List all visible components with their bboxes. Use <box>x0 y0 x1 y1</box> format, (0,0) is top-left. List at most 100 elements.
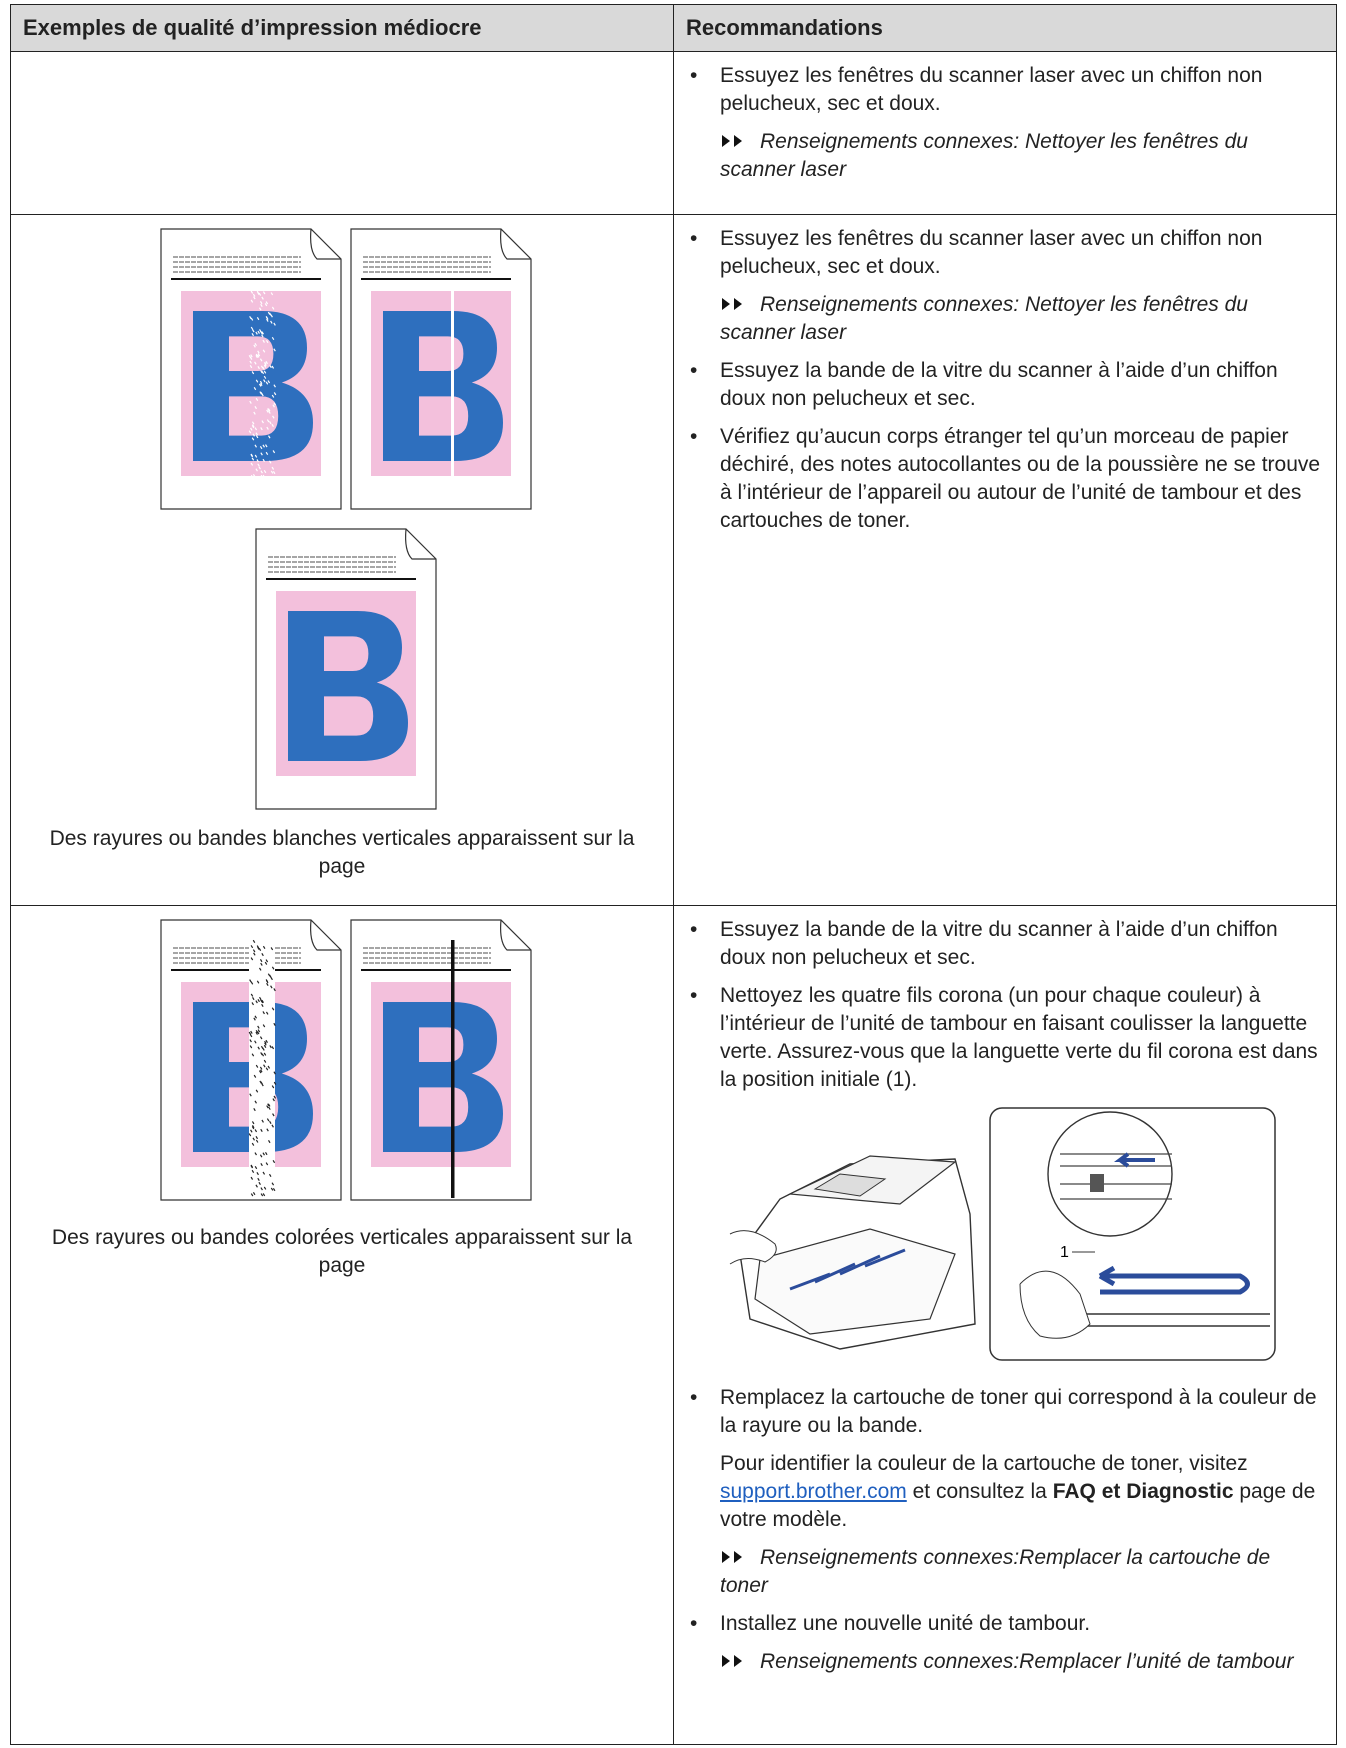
speck <box>252 997 255 1001</box>
hand <box>1019 1270 1091 1339</box>
speck <box>264 1040 267 1045</box>
speck <box>270 985 273 989</box>
speck <box>265 381 269 385</box>
speck <box>255 1089 259 1093</box>
speck <box>250 1030 253 1034</box>
speck <box>261 999 264 1003</box>
speck <box>261 953 264 957</box>
speck <box>251 1002 255 1006</box>
bullet-dot: • <box>690 425 698 448</box>
speck <box>272 1098 275 1102</box>
speck <box>266 1118 270 1122</box>
speck <box>267 1065 271 1069</box>
speck <box>256 980 260 984</box>
speck <box>272 470 276 475</box>
speck <box>259 1154 263 1158</box>
speck <box>263 469 267 474</box>
speck <box>271 1124 274 1128</box>
bullet-item: • Installez une nouvelle unité de tambour… <box>686 1610 1322 1638</box>
bullet-item: • Remplacez la cartouche de toner qui cor… <box>686 1384 1322 1440</box>
speck <box>254 1166 258 1170</box>
speck <box>251 457 255 461</box>
speck <box>261 371 265 375</box>
speck <box>273 1095 277 1099</box>
example-cell: Des rayures ou bandes colorées verticale… <box>10 905 674 1745</box>
speck <box>249 360 252 364</box>
speck <box>257 365 260 370</box>
speck <box>253 1074 257 1078</box>
speck <box>251 1125 255 1129</box>
speck <box>260 452 263 456</box>
speck <box>265 959 269 963</box>
speck <box>257 946 260 950</box>
speck <box>262 458 266 462</box>
related-label: Renseignements connexes <box>760 1650 1014 1673</box>
related-target[interactable]: :Remplacer la cartouche de toner <box>720 1546 1271 1597</box>
speck <box>273 1071 276 1075</box>
bullet-dot: • <box>690 1386 698 1409</box>
speck <box>263 370 267 374</box>
speck <box>250 1165 254 1169</box>
text-run: et consultez la <box>906 1480 1053 1503</box>
bullet-text: Essuyez la bande de la vitre du scanner … <box>720 359 1278 410</box>
speck <box>257 353 261 357</box>
speck <box>263 379 266 383</box>
speck <box>250 454 254 458</box>
letter-b <box>383 311 503 461</box>
speck <box>261 1053 265 1057</box>
bullet-text: Nettoyez les quatre fils corona (un pour… <box>720 984 1318 1091</box>
related-target[interactable]: : Nettoyer les fenêtres du scanner laser <box>720 130 1248 181</box>
page-fold <box>500 919 531 951</box>
speck <box>262 291 266 295</box>
speck <box>251 424 255 428</box>
slide-arrow <box>839 1254 881 1276</box>
speck <box>273 392 277 396</box>
speck <box>260 474 264 478</box>
text-run: page de votre modèle. <box>720 1480 1316 1531</box>
speck <box>265 315 269 320</box>
bullet-dot: • <box>690 227 698 250</box>
speck <box>265 979 269 983</box>
speck <box>250 1193 254 1197</box>
speck <box>254 444 257 448</box>
speck <box>258 307 262 311</box>
speck <box>265 301 269 305</box>
table-row: Des rayures ou bandes colorées verticale… <box>10 905 1337 1745</box>
speck <box>260 1163 263 1167</box>
page-fold <box>310 919 341 951</box>
speck <box>250 290 254 294</box>
speck <box>263 1044 267 1048</box>
speck <box>263 1059 267 1063</box>
bullet-item: • Essuyez la bande de la vitre du scanner… <box>686 357 1322 413</box>
example-caption: Des rayures ou bandes colorées verticale… <box>51 1226 633 1277</box>
support-link[interactable]: support.brother.com <box>720 1480 907 1503</box>
speck <box>260 470 263 474</box>
related-icon <box>722 1655 742 1667</box>
speck <box>257 1046 260 1050</box>
related-target[interactable]: :Remplacer l’unité de tambour <box>1013 1650 1294 1673</box>
letter-b <box>383 1002 503 1152</box>
speck <box>250 1129 253 1133</box>
speck <box>264 1152 268 1156</box>
speck <box>253 296 256 300</box>
speck <box>265 451 269 456</box>
speck <box>266 426 269 430</box>
speck <box>256 1172 259 1176</box>
related-target[interactable]: : Nettoyer les fenêtres du scanner laser <box>720 293 1248 344</box>
speck <box>250 981 254 985</box>
speck <box>257 350 260 354</box>
speck <box>251 1126 255 1130</box>
speck <box>262 1011 265 1015</box>
speck <box>268 1106 271 1110</box>
speck <box>264 1042 267 1046</box>
speck <box>271 1007 275 1011</box>
related-label: Renseignements connexes <box>760 293 1014 316</box>
speck <box>265 1067 269 1071</box>
drum-unit <box>754 1228 956 1335</box>
speck <box>269 1045 272 1049</box>
speck <box>271 1046 275 1050</box>
speck <box>255 379 259 383</box>
speck <box>252 473 256 478</box>
speck <box>268 435 271 439</box>
